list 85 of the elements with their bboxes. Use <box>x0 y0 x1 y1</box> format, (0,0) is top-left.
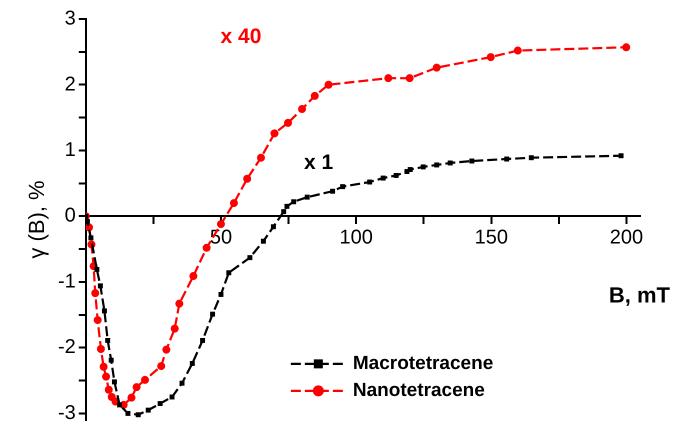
y-tick-label: 2 <box>64 73 76 96</box>
point <box>291 199 296 204</box>
point <box>260 238 266 244</box>
y-axis-title: γ (B), % <box>24 180 50 259</box>
x-tick-label: 150 <box>474 226 508 249</box>
point <box>230 199 238 208</box>
y-tick-label: -3 <box>58 402 76 424</box>
point <box>394 172 399 178</box>
point <box>108 358 114 363</box>
point <box>157 362 166 370</box>
annotation: x 1 <box>304 151 334 174</box>
point <box>170 394 174 400</box>
point <box>256 154 265 162</box>
point <box>420 164 426 170</box>
annotation: x 40 <box>220 24 262 48</box>
y-tick-label: 0 <box>64 204 76 227</box>
point <box>324 80 333 89</box>
point <box>284 204 290 209</box>
point <box>304 194 310 200</box>
point <box>105 338 110 343</box>
point <box>330 188 336 194</box>
point <box>380 176 386 181</box>
point <box>216 220 225 228</box>
point <box>486 53 495 62</box>
point <box>243 174 252 183</box>
point <box>180 380 185 386</box>
point <box>175 300 184 308</box>
y-tick-label: -1 <box>58 270 76 292</box>
point <box>367 180 372 185</box>
point <box>91 289 100 298</box>
point <box>162 346 170 354</box>
point <box>384 74 392 82</box>
point <box>622 43 630 52</box>
point <box>170 324 179 333</box>
point <box>96 345 105 354</box>
point <box>86 219 90 224</box>
point <box>94 316 102 324</box>
point <box>406 74 414 82</box>
point <box>284 118 292 127</box>
point <box>88 235 94 240</box>
point <box>504 156 510 162</box>
point <box>226 270 232 276</box>
y-tick-label: -2 <box>58 336 76 358</box>
point <box>202 244 211 252</box>
point <box>112 379 117 384</box>
point <box>190 360 195 366</box>
point <box>448 160 453 166</box>
point <box>189 272 198 280</box>
point <box>247 255 252 260</box>
point <box>132 383 141 392</box>
point <box>618 153 624 158</box>
point <box>140 376 149 384</box>
legend-label: Macrotetracene <box>352 353 494 374</box>
point <box>146 408 151 413</box>
point <box>100 362 108 371</box>
point <box>158 401 163 406</box>
point <box>514 46 522 55</box>
point <box>270 129 278 138</box>
point <box>127 394 136 402</box>
point <box>270 224 276 230</box>
point <box>102 308 107 314</box>
y-tick-label: 1 <box>64 138 76 161</box>
point <box>434 162 440 168</box>
point <box>469 158 474 164</box>
point <box>104 386 113 394</box>
point <box>98 283 103 288</box>
point <box>125 410 130 416</box>
y-tick-label: 3 <box>64 8 76 30</box>
point <box>408 167 413 172</box>
point <box>281 209 286 214</box>
point <box>340 184 346 190</box>
x-tick-label: 200 <box>610 226 644 249</box>
x-tick-label: 100 <box>339 226 373 249</box>
point <box>117 402 122 408</box>
point <box>102 372 110 381</box>
point <box>298 105 306 114</box>
point <box>218 292 224 297</box>
point <box>310 92 319 100</box>
legend-label: Nanotetracene <box>352 380 485 402</box>
point <box>432 64 441 72</box>
point <box>210 312 216 317</box>
point <box>94 266 100 272</box>
x-axis-title: B, mT <box>608 282 671 308</box>
point <box>528 155 534 160</box>
point <box>200 338 206 343</box>
